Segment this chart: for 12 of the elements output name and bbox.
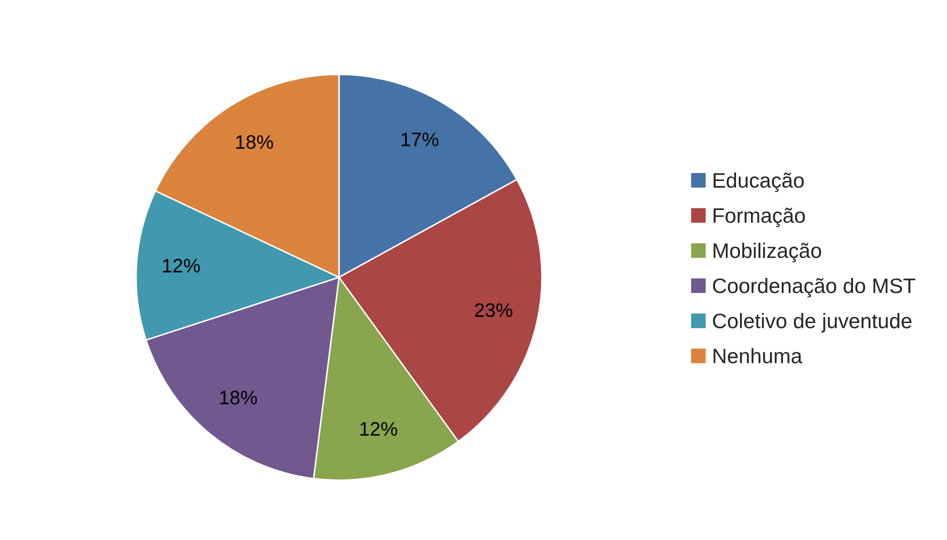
legend-label: Formação	[714, 208, 805, 228]
legend-label: Nenhuma	[714, 348, 802, 364]
data-label: 18%	[236, 135, 273, 149]
data-label: 12%	[360, 422, 398, 436]
legend-label: Educação	[714, 172, 804, 192]
data-label: 12%	[163, 258, 200, 272]
legend-label: Mobilização	[714, 242, 822, 262]
legend-label: Coordenação do MST	[713, 278, 916, 298]
data-label: 18%	[220, 390, 257, 404]
data-label: 23%	[474, 303, 512, 318]
data-label: 17%	[402, 132, 438, 146]
legend-label: Coletivo de juventude	[713, 313, 912, 332]
